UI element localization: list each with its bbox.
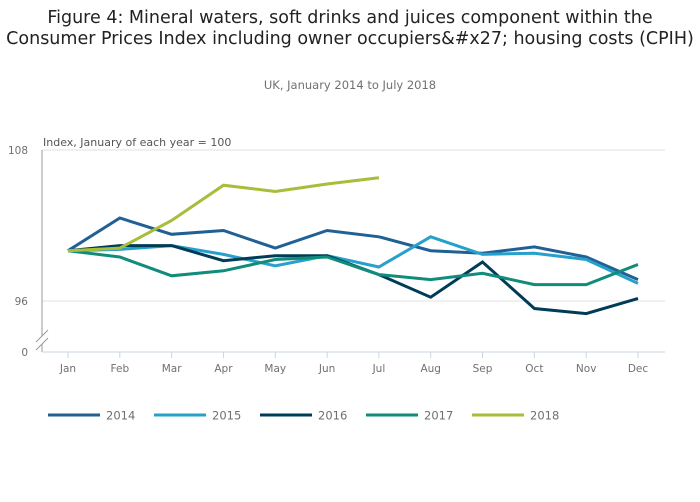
series-line-2015[interactable] bbox=[67, 235, 639, 285]
chart-subtitle: UK, January 2014 to July 2018 bbox=[263, 78, 437, 92]
legend-label: 2014 bbox=[106, 409, 135, 423]
y-axis-label: Index, January of each year = 100 bbox=[43, 136, 231, 149]
x-tick-label: Apr bbox=[214, 363, 233, 375]
legend-item-2017[interactable]: 2017 bbox=[366, 409, 453, 423]
axes bbox=[35, 150, 665, 353]
series-lines bbox=[67, 176, 639, 316]
legend-label: 2016 bbox=[318, 409, 347, 423]
legend: 2014 2015 2016 2017 2018 bbox=[48, 409, 559, 423]
axis-break-mark bbox=[35, 329, 49, 343]
x-tick-label: Dec bbox=[628, 363, 649, 375]
y-tick-label: 108 bbox=[8, 145, 28, 157]
y-tick-label: 96 bbox=[15, 296, 29, 308]
x-tick-label: Mar bbox=[162, 363, 182, 375]
axis-break-mark bbox=[35, 337, 49, 351]
y-tick-labels: 108 96 0 bbox=[8, 145, 28, 359]
legend-item-2015[interactable]: 2015 bbox=[154, 409, 241, 423]
legend-item-2018[interactable]: 2018 bbox=[472, 409, 559, 423]
x-tick-label: Feb bbox=[111, 363, 130, 375]
legend-item-2014[interactable]: 2014 bbox=[48, 409, 135, 423]
legend-label: 2015 bbox=[212, 409, 241, 423]
x-tick-label: May bbox=[264, 363, 286, 375]
series-line-2014[interactable] bbox=[67, 216, 639, 281]
x-tick-label: Jul bbox=[372, 363, 386, 375]
x-tick-label: Jan bbox=[59, 363, 76, 375]
x-tick-label: Jun bbox=[318, 363, 335, 375]
x-tick-label: Sep bbox=[473, 363, 493, 375]
x-tick-labels: Jan Feb Mar Apr May Jun Jul Aug Sep Oct Nov Dec bbox=[59, 352, 648, 375]
legend-label: 2018 bbox=[530, 409, 559, 423]
legend-item-2016[interactable]: 2016 bbox=[260, 409, 347, 423]
grid-lines bbox=[42, 149, 665, 302]
chart-title: Figure 4: Mineral waters, soft drinks an… bbox=[6, 8, 694, 49]
y-tick-label: 0 bbox=[21, 347, 28, 359]
x-tick-label: Aug bbox=[420, 363, 441, 375]
series-line-2017[interactable] bbox=[67, 249, 639, 287]
legend-label: 2017 bbox=[424, 409, 453, 423]
series-line-2018[interactable] bbox=[67, 176, 380, 253]
x-tick-label: Oct bbox=[525, 363, 543, 375]
x-tick-label: Nov bbox=[576, 363, 597, 375]
